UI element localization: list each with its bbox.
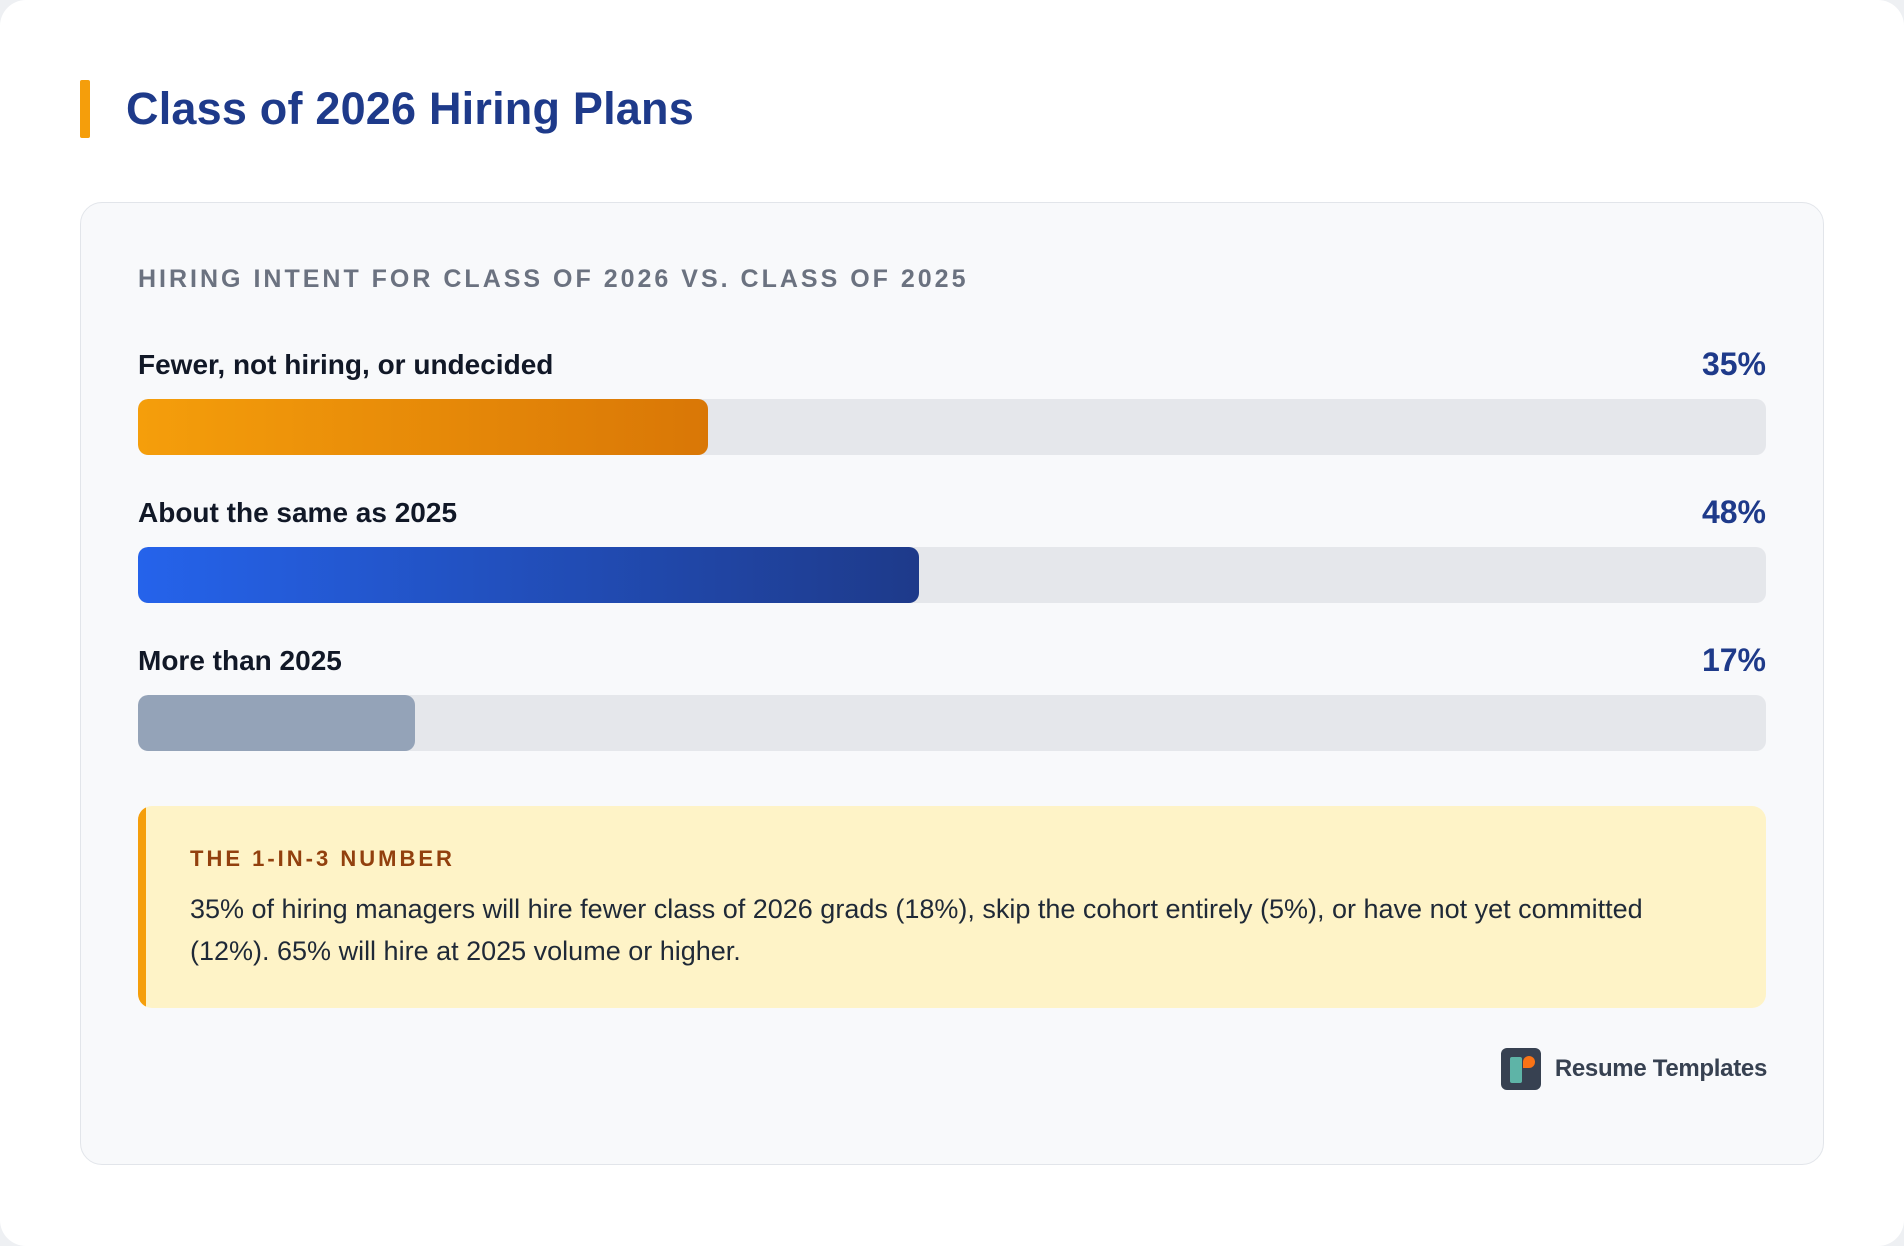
callout-accent-bar — [138, 806, 146, 1008]
brand-name: Resume Templates — [1554, 1055, 1767, 1082]
title-accent-bar — [80, 80, 90, 138]
bar-value-label: 35% — [1701, 346, 1766, 382]
bar — [138, 695, 415, 751]
resume-templates-logo-icon — [1500, 1048, 1541, 1090]
bar-track — [138, 399, 1766, 455]
insight-callout: THE 1-IN-3 NUMBER 35% of hiring managers… — [138, 806, 1766, 1008]
bar-value-label: 17% — [1701, 642, 1766, 678]
title-row: Class of 2026 Hiring Plans — [80, 80, 694, 138]
bar — [138, 399, 708, 455]
callout-heading: THE 1-IN-3 NUMBER — [190, 846, 455, 871]
callout-text: 35% of hiring managers will hire fewer c… — [190, 894, 1643, 966]
brand: Resume Templates — [1500, 1048, 1767, 1090]
chart-title: HIRING INTENT FOR CLASS OF 2026 VS. CLAS… — [138, 265, 969, 293]
bar — [138, 547, 919, 603]
bar-track — [138, 695, 1766, 751]
chart-card: HIRING INTENT FOR CLASS OF 2026 VS. CLAS… — [80, 202, 1824, 1165]
bar-label: Fewer, not hiring, or undecided — [138, 349, 554, 380]
bar-label: About the same as 2025 — [138, 497, 458, 528]
page-title: Class of 2026 Hiring Plans — [126, 83, 694, 134]
bar-track — [138, 547, 1766, 603]
bar-label: More than 2025 — [138, 645, 342, 676]
bar-value-label: 48% — [1701, 494, 1766, 530]
